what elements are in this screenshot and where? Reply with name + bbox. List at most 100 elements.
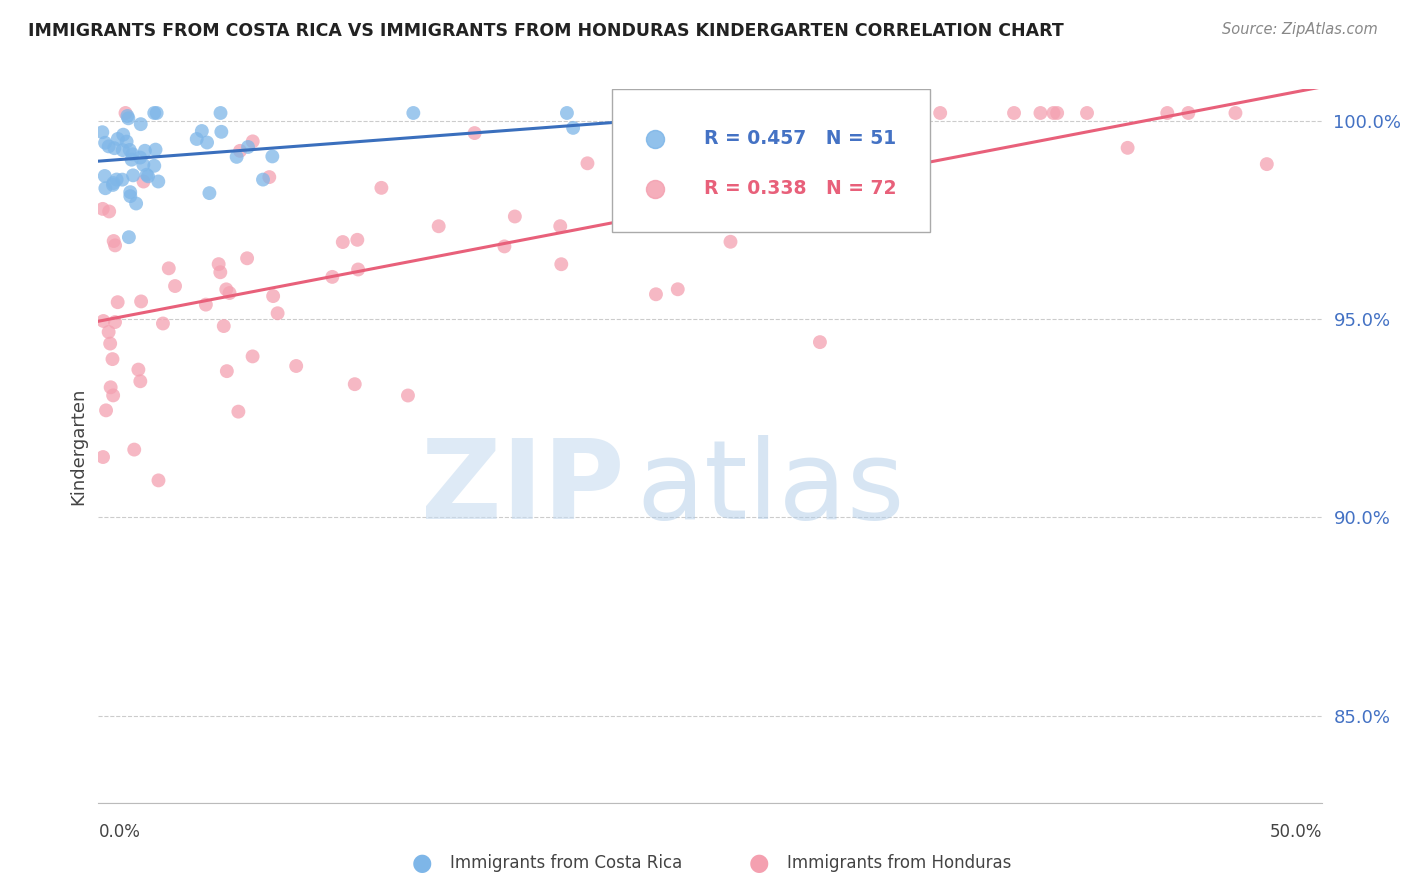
Point [93,169,115,183]
Text: atlas: atlas [637,435,905,542]
Point [402,106,425,120]
Point [259,170,281,185]
Point [1076,106,1098,120]
Point [548,219,571,234]
Point [195,136,218,150]
Point [645,287,668,301]
Point [105,172,128,186]
Point [101,388,124,402]
Point [346,233,368,247]
Point [1156,106,1178,120]
Point [285,359,308,373]
Point [94,136,117,150]
Point [125,196,148,211]
Point [132,158,155,172]
Text: ●: ● [412,852,432,875]
Point [209,265,232,279]
Point [100,380,122,394]
Text: Immigrants from Costa Rica: Immigrants from Costa Rica [450,855,682,872]
Point [104,315,127,329]
Text: ZIP: ZIP [420,435,624,542]
Point [157,261,180,276]
Point [262,289,284,303]
Point [758,106,780,120]
Point [91,202,114,216]
Point [262,149,284,163]
Point [152,317,174,331]
Point [143,159,166,173]
Point [143,106,166,120]
Point [136,169,159,184]
Point [229,144,252,158]
Point [103,176,125,190]
Point [503,210,526,224]
Point [120,185,142,199]
Point [129,294,152,309]
Point [772,106,794,120]
Point [111,143,134,157]
Text: R = 0.338   N = 72: R = 0.338 N = 72 [704,179,897,198]
Point [198,186,221,200]
Point [122,169,145,183]
Point [555,106,578,120]
Point [464,126,486,140]
Text: 50.0%: 50.0% [1270,822,1322,840]
Point [117,112,139,126]
Text: R = 0.457   N = 51: R = 0.457 N = 51 [704,129,896,148]
Point [103,141,125,155]
Point [135,168,157,182]
Point [132,175,155,189]
Point [94,403,117,417]
Point [165,279,187,293]
Point [107,132,129,146]
Point [118,230,141,244]
Point [427,219,450,234]
Text: Immigrants from Honduras: Immigrants from Honduras [787,855,1012,872]
Point [112,128,135,142]
Point [869,106,891,120]
Point [129,117,152,131]
Point [101,352,124,367]
Point [242,350,264,364]
Point [121,147,143,161]
Point [212,319,235,334]
Point [370,181,392,195]
Point [672,132,695,146]
Point [1042,106,1064,120]
Point [98,204,121,219]
Point [1256,157,1278,171]
Point [122,442,145,457]
Point [91,125,114,139]
Point [148,174,170,188]
Point [98,336,121,351]
Point [242,134,264,148]
FancyBboxPatch shape [612,89,931,232]
Point [191,124,214,138]
Point [1116,141,1139,155]
Point [1029,106,1052,120]
Point [215,364,238,378]
Point [129,151,152,165]
Point [93,314,115,328]
Point [145,106,167,120]
Text: Source: ZipAtlas.com: Source: ZipAtlas.com [1222,22,1378,37]
Point [118,143,141,157]
Point [101,178,124,192]
Point [252,172,274,186]
Point [720,235,742,249]
Point [97,139,120,153]
Point [266,306,288,320]
Point [808,335,831,350]
Point [321,269,343,284]
Point [709,145,731,159]
Point [127,362,149,376]
Point [929,106,952,120]
Point [209,125,232,139]
Point [104,238,127,252]
Point [228,404,250,418]
Point [111,172,134,186]
Point [208,257,231,271]
Point [91,450,114,464]
Point [209,106,232,120]
Point [1177,106,1199,120]
